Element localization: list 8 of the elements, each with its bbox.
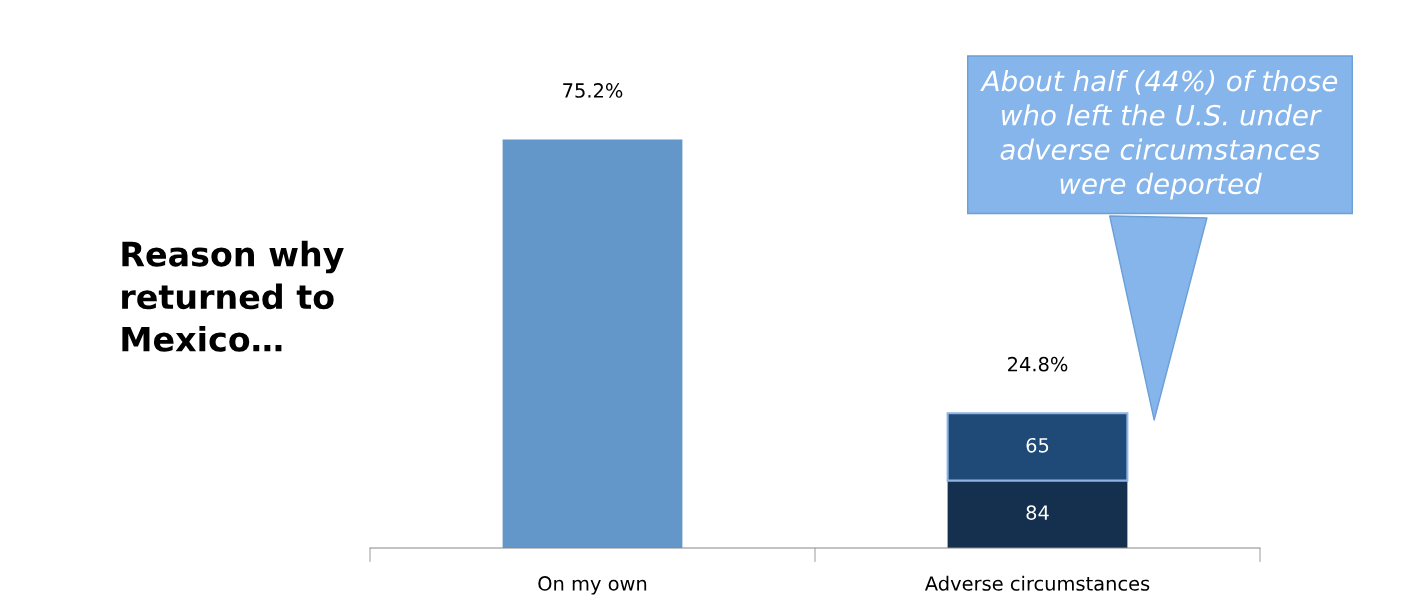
annotation: 84 <box>1026 505 1049 520</box>
annotation: About half (44%) of those who left the U.S. under adverse circumstances were deported <box>980 69 1338 200</box>
y-axis-title: Reason why returned to Mexico… <box>122 240 344 352</box>
x-tick-label: Adverse circumstances <box>924 575 1150 591</box>
data-label: 75.2% <box>563 83 623 98</box>
annotation: 65 <box>1026 437 1049 453</box>
total-label: 24.8% <box>1008 356 1068 372</box>
x-tick-label: On my own <box>538 576 647 595</box>
